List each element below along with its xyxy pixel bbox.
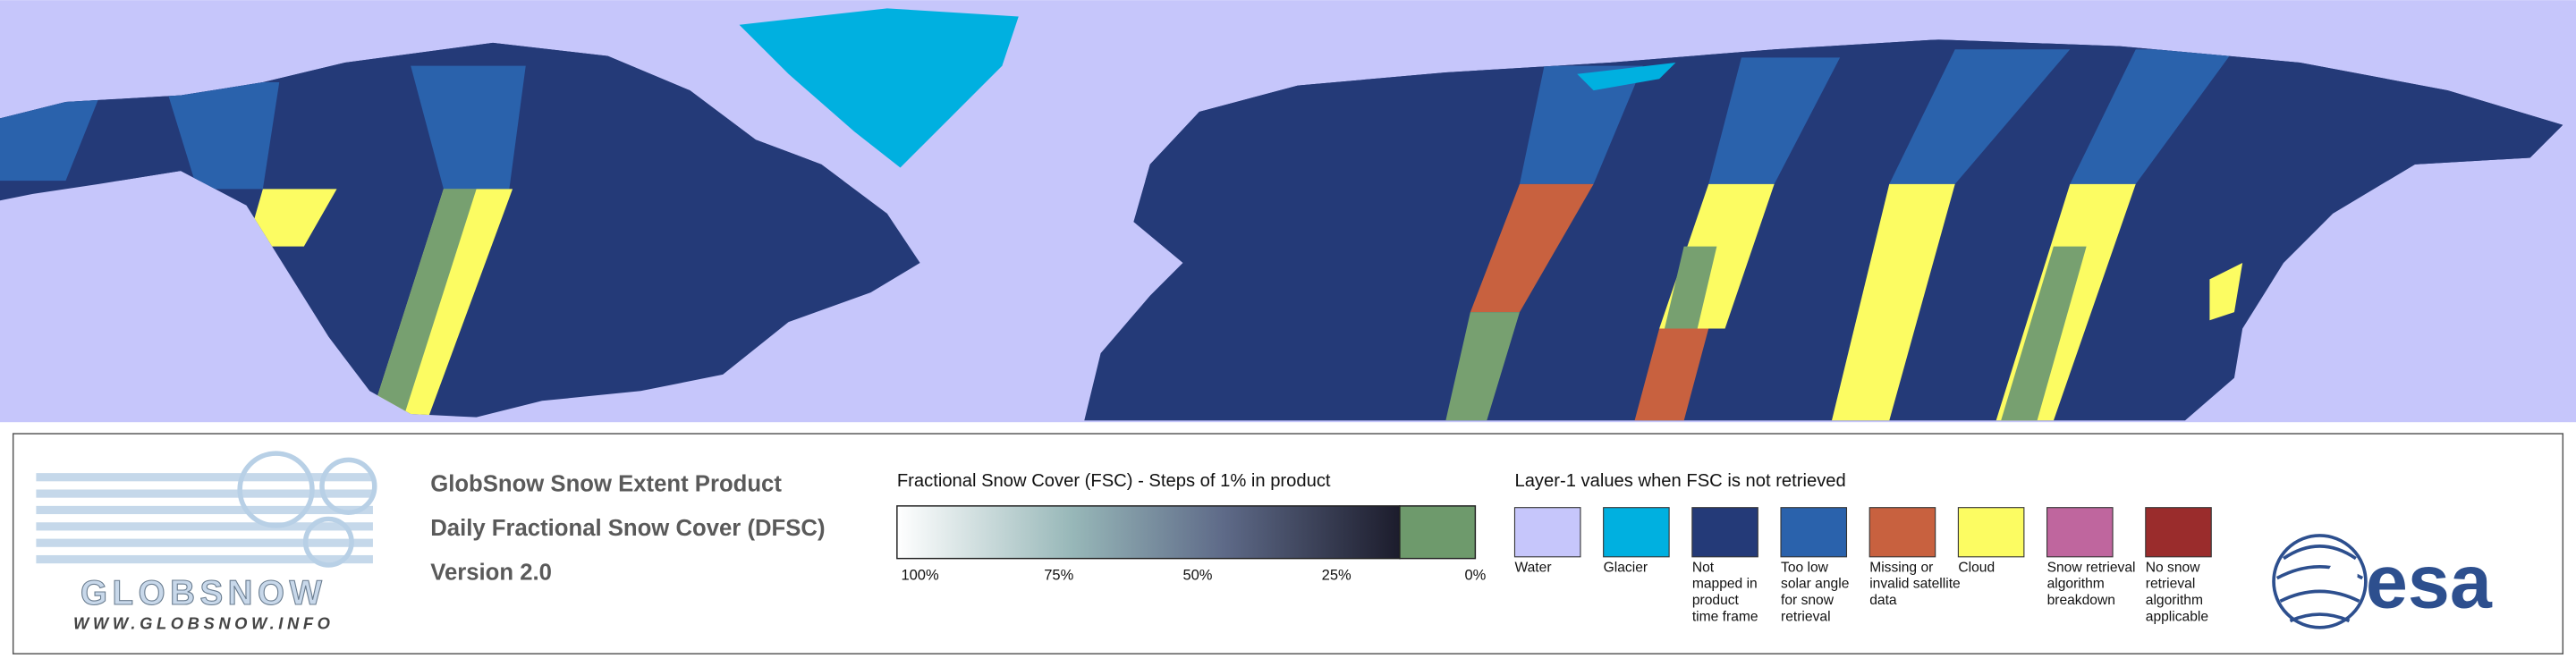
legend-swatch [1868, 507, 1936, 558]
legend-label: applicable [2146, 609, 2208, 624]
glacier-islands [1577, 62, 1676, 91]
legend-label: Cloud [1958, 560, 1995, 575]
legend-label: invalid satellite [1869, 577, 1961, 592]
legend-label: Too low [1781, 560, 1829, 575]
esa-text: esa [2366, 540, 2493, 624]
legend-label: product [1692, 593, 1740, 608]
colorbar-tick-label: 0% [1464, 567, 1486, 584]
japan [2209, 263, 2243, 321]
legend-label: mapped in [1692, 577, 1758, 592]
colorbar-tick-label: 100% [901, 567, 939, 584]
legend-label: Not [1692, 560, 1715, 575]
legend-swatch [1513, 507, 1581, 558]
legend-swatch [1691, 507, 1758, 558]
legend-swatch [2046, 507, 2114, 558]
product-line: GlobSnow Snow Extent Product [430, 471, 782, 496]
map [0, 0, 2576, 423]
colorbar-tick-label: 25% [1322, 567, 1352, 584]
logo-url: WWW.GLOBSNOW.INFO [73, 614, 335, 633]
legend-label: algorithm [2047, 577, 2105, 592]
logo-name: GLOBSNOW [80, 574, 326, 612]
colorbar-gradient [896, 505, 1401, 560]
legend-label: Missing or [1869, 560, 1933, 575]
esa-logo: esa [2272, 534, 2493, 629]
legend-label: Snow retrieval [2047, 560, 2136, 575]
legend-label: data [1869, 593, 1897, 608]
product-line: Daily Fractional Snow Cover (DFSC) [430, 516, 825, 541]
colorbar-tick-label: 50% [1182, 567, 1212, 584]
legend-swatch [1780, 507, 1848, 558]
legend-label: solar angle [1781, 577, 1849, 592]
legend-label: retrieval [1781, 609, 1831, 624]
colorbar-nosnow [1399, 505, 1477, 560]
colorbar-title: Fractional Snow Cover (FSC) - Steps of 1… [897, 471, 1331, 491]
legend-swatch [1603, 507, 1670, 558]
greenland [739, 8, 1019, 168]
legend-label: time frame [1692, 609, 1758, 624]
layer-legend-title: Layer-1 values when FSC is not retrieved [1514, 471, 1845, 491]
legend-label: Water [1514, 560, 1551, 575]
globsnow-logo: GLOBSNOW WWW.GLOBSNOW.INFO [36, 451, 377, 633]
legend-label: Glacier [1604, 560, 1648, 575]
legend-label: retrieval [2146, 577, 2196, 592]
legend-label: for snow [1781, 593, 1835, 608]
product-line: Version 2.0 [430, 561, 552, 586]
colorbar-tick-label: 75% [1044, 567, 1073, 584]
legend-swatch [2145, 507, 2212, 558]
legend-label: breakdown [2047, 593, 2115, 608]
colorbar-ticks: 100% 75% 50% 25% 0% [901, 567, 1486, 584]
land [0, 39, 2563, 421]
legend-label: algorithm [2146, 593, 2203, 608]
legend-label: No snow [2146, 560, 2200, 575]
legend-swatch [1957, 507, 2025, 558]
